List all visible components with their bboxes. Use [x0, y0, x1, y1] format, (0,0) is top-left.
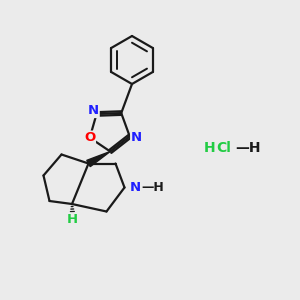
- Text: N: N: [131, 131, 142, 144]
- Text: Cl: Cl: [216, 142, 231, 155]
- Text: —H: —H: [236, 142, 261, 155]
- Text: N: N: [88, 104, 99, 118]
- Text: H: H: [67, 213, 78, 226]
- Text: —H: —H: [141, 181, 164, 194]
- Polygon shape: [87, 152, 110, 167]
- Text: H: H: [204, 142, 216, 155]
- Text: O: O: [84, 131, 95, 144]
- Text: N: N: [130, 181, 141, 194]
